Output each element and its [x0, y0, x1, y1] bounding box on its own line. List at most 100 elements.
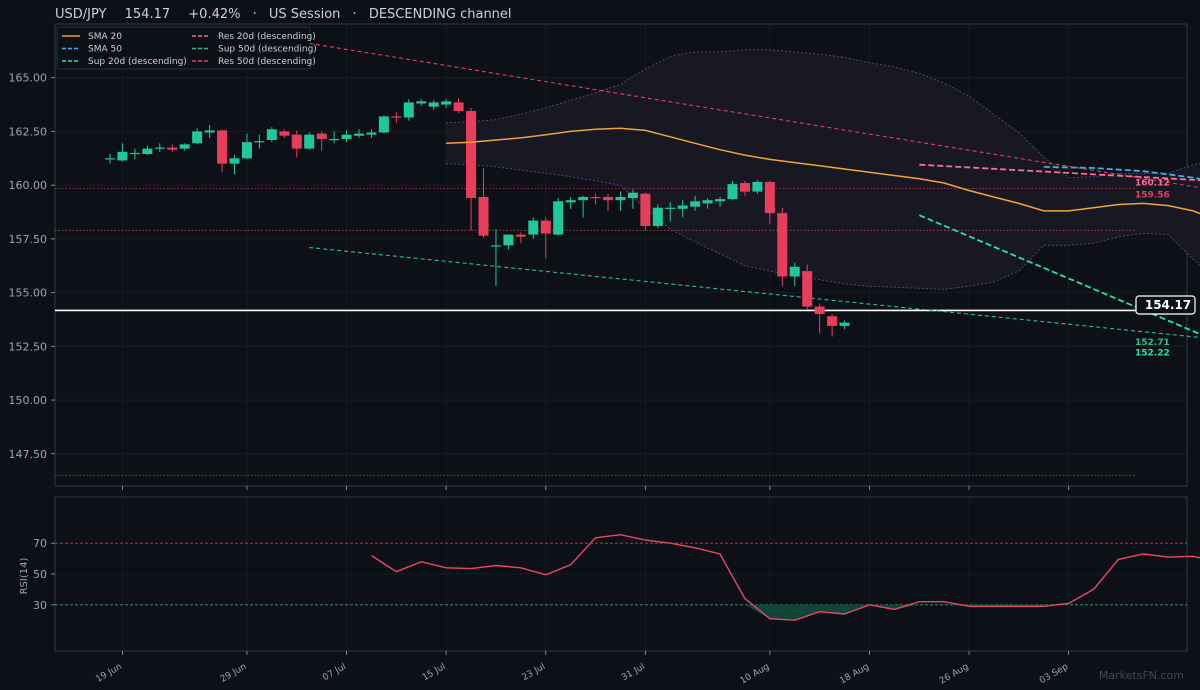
candle	[254, 134, 265, 149]
candle-body	[117, 151, 128, 161]
rsi-tick-label: 70	[33, 537, 47, 550]
sma-50-line	[1043, 166, 1200, 181]
trendlines	[309, 42, 1200, 339]
candle-body	[490, 245, 501, 247]
candle	[167, 144, 178, 152]
candle	[752, 179, 763, 194]
candle	[528, 217, 539, 239]
candle-body	[727, 184, 738, 200]
legend-label: SMA 50	[88, 45, 122, 55]
res-50d-descending-line	[309, 42, 1200, 189]
title-price: 154.17	[125, 7, 171, 22]
candle	[615, 191, 626, 211]
end-label: 160.12	[1135, 179, 1170, 189]
legend-label: Res 20d (descending)	[218, 32, 316, 42]
candle	[378, 115, 389, 134]
candle	[204, 124, 215, 138]
rsi-gridlines	[55, 497, 1187, 651]
sup-50d-descending-line	[309, 246, 1200, 339]
res-20d-descending-line	[919, 163, 1200, 182]
candle	[416, 99, 427, 106]
candle	[839, 320, 850, 330]
chart-title: USD/JPY 154.17 +0.42% · US Session · DES…	[55, 7, 512, 22]
candle-body	[578, 196, 589, 201]
bollinger-lower-line	[446, 163, 1200, 290]
candle-body	[154, 147, 165, 149]
candle-body	[802, 271, 813, 307]
rsi-tick-label: 50	[33, 568, 47, 581]
candle	[727, 180, 738, 201]
candle	[142, 145, 153, 156]
price-tick-label: 162.50	[9, 125, 48, 138]
price-tick-label: 150.00	[9, 394, 48, 407]
candle-body	[179, 144, 190, 149]
candle-body	[652, 207, 663, 226]
price-tag-value: 154.17	[1145, 298, 1191, 312]
candle-body	[752, 181, 763, 192]
legend-label: Res 50d (descending)	[218, 57, 316, 67]
candle	[515, 232, 526, 244]
title-channel: DESCENDING channel	[369, 7, 512, 22]
candle-body	[690, 201, 701, 207]
candle-body	[441, 101, 452, 105]
candle-body	[640, 193, 651, 226]
candle	[652, 204, 663, 229]
candle	[428, 100, 439, 110]
candle	[603, 193, 613, 211]
candle	[366, 129, 377, 138]
candle	[478, 167, 489, 238]
candles	[105, 98, 850, 337]
bollinger-band-fill	[446, 49, 1200, 290]
candle	[565, 196, 576, 209]
candle	[802, 264, 813, 310]
candle-body	[192, 131, 203, 144]
chart-legend: SMA 20 SMA 50 Sup 20d (descending) Res 20d …	[56, 26, 317, 70]
candle-body	[814, 306, 825, 315]
candle	[129, 148, 140, 160]
candle-body	[316, 133, 327, 139]
candle	[627, 189, 638, 209]
rsi-oversold-fill	[744, 604, 1069, 621]
candle-body	[129, 152, 140, 155]
candle	[764, 180, 775, 224]
candle-body	[403, 102, 414, 118]
end-label: 159.56	[1135, 191, 1170, 201]
candle-body	[453, 102, 464, 112]
candle	[154, 143, 165, 152]
price-panel: 147.50 150.00 152.50 155.00 157.50 160.00 162.…	[9, 23, 1200, 487]
candle-body	[378, 116, 389, 133]
candle-body	[329, 138, 340, 141]
candle-body	[553, 201, 564, 235]
legend-label: Sup 20d (descending)	[88, 57, 187, 67]
legend-label: SMA 20	[88, 32, 122, 42]
candle-body	[478, 196, 489, 236]
candle-body	[304, 134, 315, 149]
candle-body	[702, 200, 713, 204]
candle	[739, 180, 750, 196]
candle-body	[167, 147, 178, 150]
watermark: MarketsFN.com	[1099, 669, 1184, 682]
candle-body	[279, 131, 290, 136]
candle	[217, 129, 228, 173]
title-change: +0.42%	[188, 7, 240, 22]
candle-body	[229, 158, 240, 164]
candle-body	[217, 130, 228, 164]
rsi-line	[371, 533, 1200, 621]
rsi-panel: 30 50 70 RSI(14)	[19, 496, 1200, 652]
end-label: 152.71	[1135, 338, 1170, 348]
end-label: 152.22	[1135, 348, 1170, 358]
candle-body	[466, 111, 477, 199]
candle-body	[827, 316, 838, 326]
candle-body	[603, 196, 613, 201]
rsi-axis-ticks: 30 50 70	[33, 537, 55, 612]
candle	[329, 131, 340, 144]
candle-body	[528, 220, 539, 235]
candle-body	[254, 141, 265, 143]
candle-body	[540, 220, 551, 234]
candle-body	[105, 158, 115, 160]
candle	[354, 129, 364, 138]
candle-body	[839, 322, 850, 326]
candle	[117, 143, 128, 162]
candle	[503, 234, 514, 250]
